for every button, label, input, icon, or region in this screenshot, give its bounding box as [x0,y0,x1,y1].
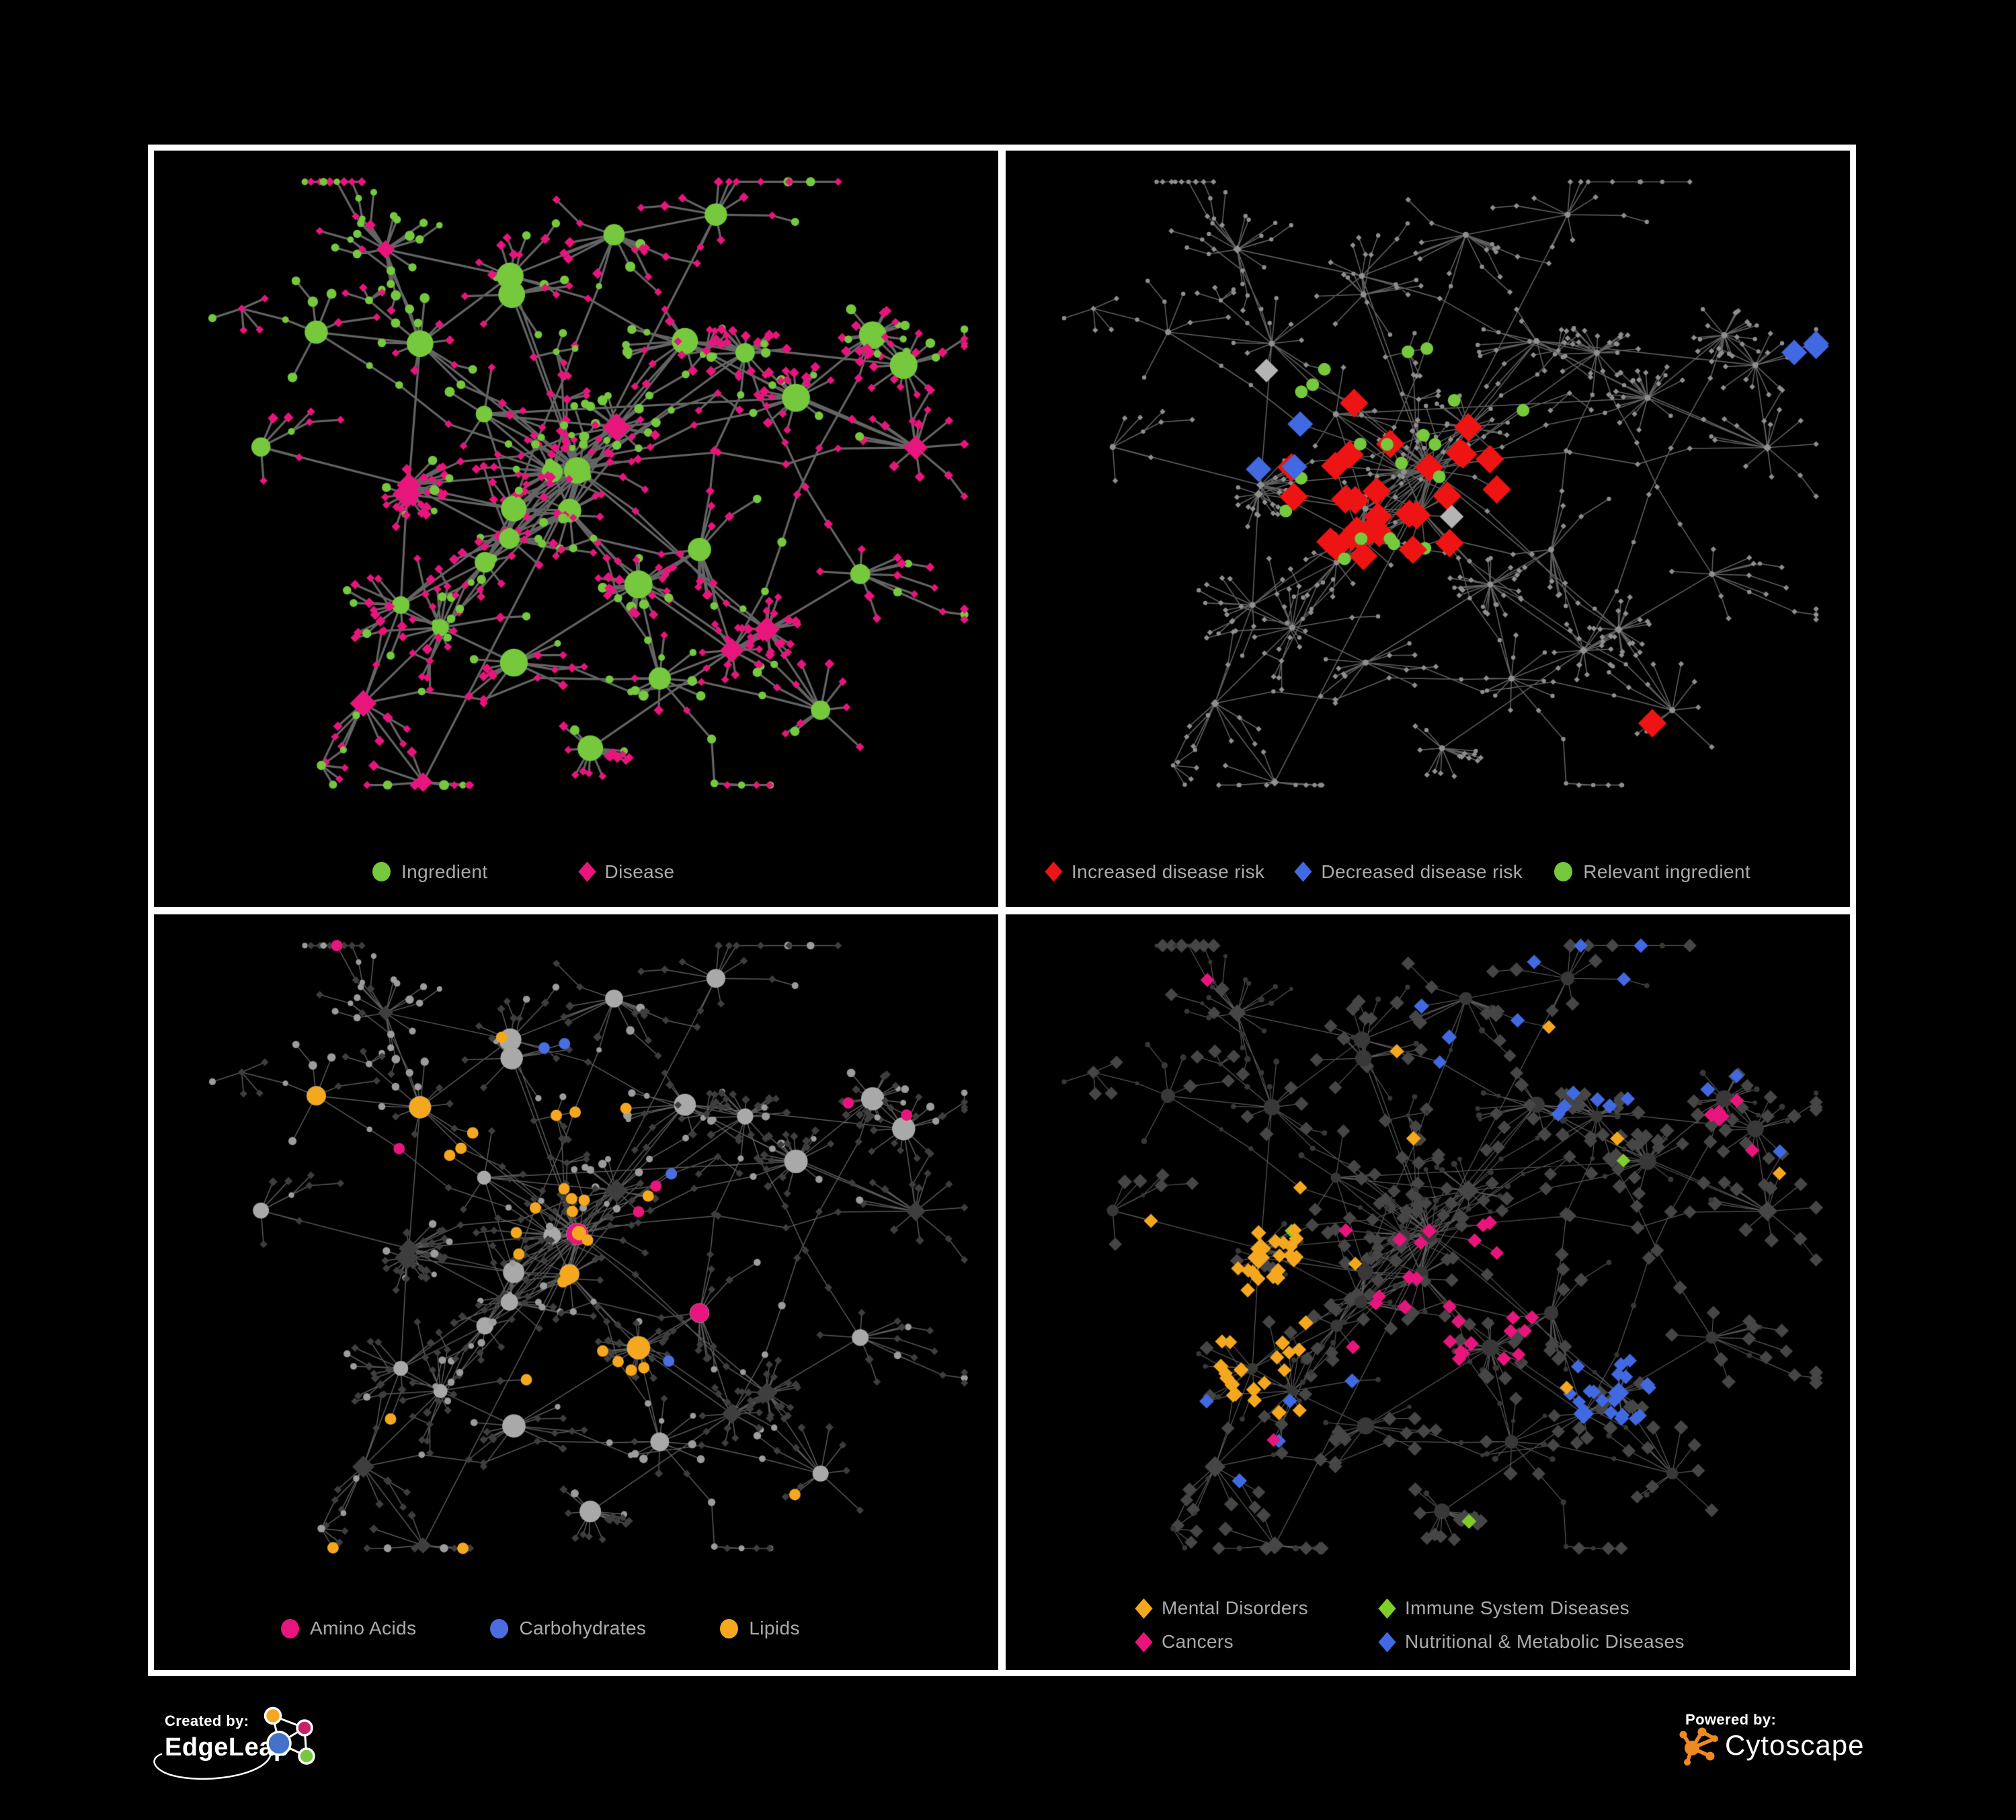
legend-item: Disease [577,861,675,883]
legend-item: Lipids [720,1618,800,1639]
nutrient-class-network-view [154,914,998,1670]
edgeleap-logo-icon [153,1706,315,1780]
legend-item: Immune System Diseases [1378,1597,1685,1619]
legend-item: Nutritional & Metabolic Diseases [1378,1631,1685,1653]
ingredient-swatch [372,862,391,881]
ingredient-disease-network-view [154,151,998,907]
legend-label: Relevant ingredient [1583,861,1751,882]
legend-label: Lipids [749,1618,800,1638]
legend-label: Carbohydrates [519,1618,647,1638]
legend-ingredient-disease: Ingredient Disease [372,861,675,883]
legend-label: Cancers [1162,1631,1234,1652]
legend-label: Mental Disorders [1162,1597,1309,1618]
immune-diseases-swatch [1378,1597,1396,1619]
legend-item: Relevant ingredient [1554,861,1750,883]
lipids-swatch [720,1618,739,1638]
relevant-ingredient-swatch [1554,862,1573,881]
legend-label: Amino Acids [310,1618,417,1638]
legend-item: Increased disease risk [1045,861,1265,883]
panel-ingredient-disease: Ingredient Disease [154,151,998,907]
legend-label: Increased disease risk [1072,861,1265,882]
legend-item: Carbohydrates [490,1618,646,1639]
legend-item: Cancers [1135,1631,1380,1653]
legend-label: Ingredient [401,861,488,882]
disease-swatch [577,861,596,882]
mental-disorders-swatch [1135,1597,1153,1619]
legend-label: Immune System Diseases [1405,1597,1630,1618]
carbohydrates-swatch [490,1618,509,1638]
disease-class-network-view [1006,914,1850,1670]
legend-nutrient-classes: Amino Acids Carbohydrates Lipids [281,1618,800,1639]
figure-board: Ingredient Disease Increased disease ris… [148,145,1856,1676]
legend-disease-risk: Increased disease risk Decreased disease… [1045,861,1750,883]
cytoscape-logo-icon [1679,1727,1718,1766]
legend-label: Nutritional & Metabolic Diseases [1405,1631,1685,1652]
powered-by-label: Powered by: [1685,1711,1777,1728]
legend-item: Amino Acids [281,1618,416,1639]
panel-nutrient-classes: Amino Acids Carbohydrates Lipids [154,914,998,1670]
legend-disease-classes: Mental Disorders Cancers Immune System D… [1135,1597,1685,1653]
panel-disease-risk: Increased disease risk Decreased disease… [1006,151,1850,907]
legend-label: Decreased disease risk [1321,861,1523,882]
nutritional-diseases-swatch [1378,1631,1396,1653]
legend-item: Decreased disease risk [1294,861,1523,883]
created-by-label: Created by: [165,1712,249,1729]
panel-disease-classes: Mental Disorders Cancers Immune System D… [1006,914,1850,1670]
powered-by-block: Powered by: [1685,1711,1776,1729]
amino-acids-swatch [281,1618,299,1638]
legend-item: Mental Disorders [1135,1597,1380,1619]
legend-item: Ingredient [372,861,488,883]
legend-label: Disease [604,861,675,882]
increased-risk-swatch [1045,861,1063,882]
disease-risk-network-view [1006,151,1850,907]
decreased-risk-swatch [1294,861,1312,882]
cancers-swatch [1135,1631,1153,1653]
cytoscape-wordmark: Cytoscape [1725,1729,1865,1761]
